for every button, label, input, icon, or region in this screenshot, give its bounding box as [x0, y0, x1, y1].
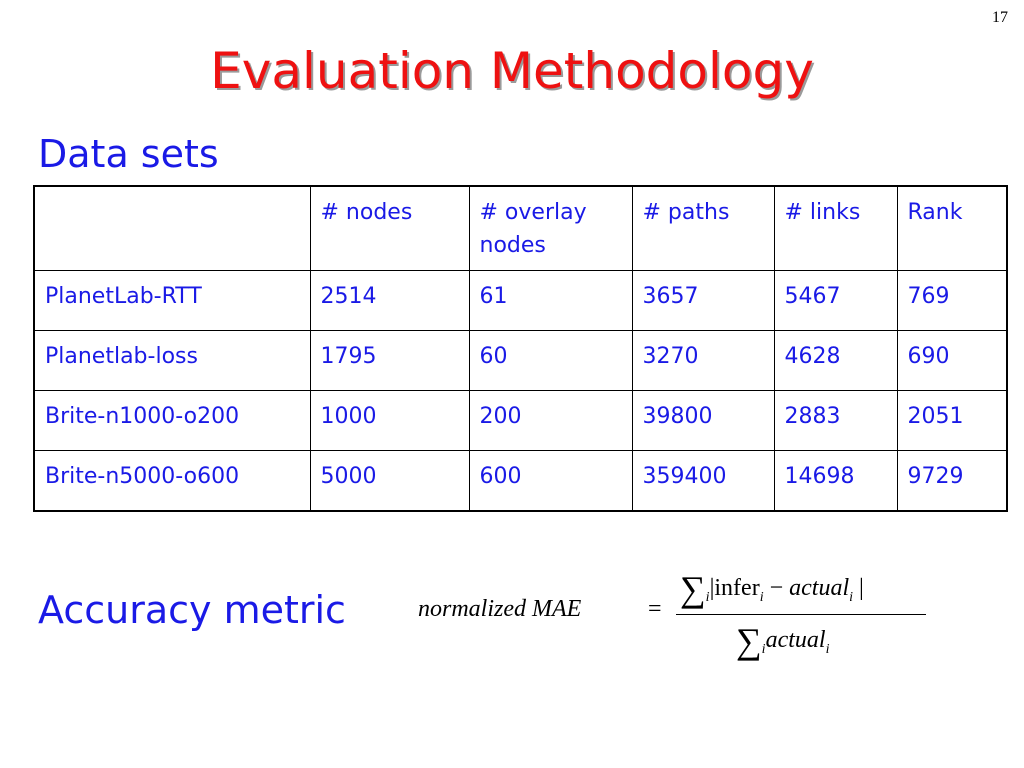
table-cell: 769 [896, 270, 1008, 331]
header-cell-empty [33, 185, 311, 271]
table-cell: Brite-n5000-o600 [33, 450, 311, 512]
infer-index: i [759, 590, 764, 605]
minus-sign: − [763, 575, 790, 601]
table-cell: PlanetLab-RTT [33, 270, 311, 331]
table-row: Planetlab-loss 1795 60 3270 4628 690 [33, 330, 1008, 391]
actual-term: actual [765, 627, 826, 653]
table-cell: Brite-n1000-o200 [33, 390, 311, 451]
abs-open: | [709, 575, 715, 601]
table-cell: Planetlab-loss [33, 330, 311, 391]
datasets-table: # nodes # overlay nodes # paths # links … [33, 185, 1008, 512]
actual-term: actual [789, 575, 850, 601]
slide-title: Evaluation Methodology [210, 42, 814, 100]
sum-index: i [705, 590, 710, 605]
table-row: Brite-n5000-o600 5000 600 359400 14698 9… [33, 450, 1008, 512]
table-cell: 5467 [773, 270, 898, 331]
table-cell: 359400 [631, 450, 775, 512]
infer-term: infer [714, 575, 760, 601]
table-cell: 9729 [896, 450, 1008, 512]
datasets-heading: Data sets [38, 132, 219, 176]
table-cell: 690 [896, 330, 1008, 391]
formula-numerator: ∑i|inferi − actuali | [680, 568, 864, 610]
sum-symbol: ∑ [736, 621, 762, 661]
table-cell: 200 [468, 390, 633, 451]
table-cell: 600 [468, 450, 633, 512]
header-cell-nodes: # nodes [309, 185, 470, 271]
table-cell: 14698 [773, 450, 898, 512]
table-cell: 1000 [309, 390, 470, 451]
actual-index: i [849, 590, 854, 605]
sum-index: i [761, 642, 766, 657]
table-cell: 60 [468, 330, 633, 391]
fraction-bar [676, 614, 926, 615]
table-cell: 3270 [631, 330, 775, 391]
slide-number: 17 [992, 9, 1008, 26]
actual-index: i [825, 642, 830, 657]
table-header-row: # nodes # overlay nodes # paths # links … [33, 185, 1008, 271]
table-cell: 61 [468, 270, 633, 331]
normalized-mae-formula: normalized MAE = ∑i|inferi − actuali | ∑… [418, 568, 938, 678]
formula-denominator: ∑iactuali [736, 620, 829, 662]
header-cell-overlay-nodes: # overlay nodes [468, 185, 633, 271]
header-cell-paths: # paths [631, 185, 775, 271]
abs-close: | [853, 575, 864, 601]
sum-symbol: ∑ [680, 569, 706, 609]
header-cell-links: # links [773, 185, 898, 271]
table-cell: 1795 [309, 330, 470, 391]
table-row: PlanetLab-RTT 2514 61 3657 5467 769 [33, 270, 1008, 331]
table-cell: 4628 [773, 330, 898, 391]
formula-lhs: normalized MAE [418, 596, 582, 622]
table-row: Brite-n1000-o200 1000 200 39800 2883 205… [33, 390, 1008, 451]
table-cell: 5000 [309, 450, 470, 512]
table-cell: 3657 [631, 270, 775, 331]
table-cell: 2883 [773, 390, 898, 451]
formula-equals: = [648, 596, 662, 622]
accuracy-metric-heading: Accuracy metric [38, 588, 346, 632]
header-cell-rank: Rank [896, 185, 1008, 271]
table-cell: 2051 [896, 390, 1008, 451]
table-cell: 39800 [631, 390, 775, 451]
table-cell: 2514 [309, 270, 470, 331]
